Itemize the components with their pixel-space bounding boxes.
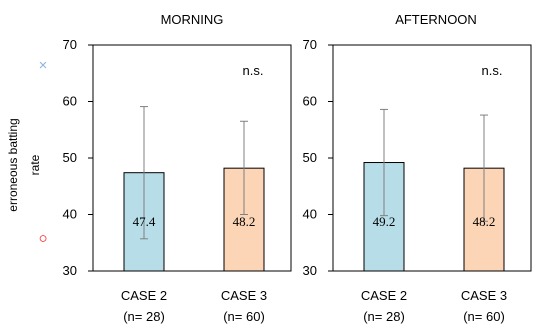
x-tick-n-label: (n= 28)	[363, 309, 405, 324]
panel-title: MORNING	[161, 12, 224, 27]
circle-marker-icon: ○	[38, 230, 47, 247]
x-tick-n-label: (n= 60)	[463, 309, 505, 324]
panel-title: AFTERNOON	[395, 12, 477, 27]
y-tick-label: 60	[63, 94, 77, 109]
x-tick-label: CASE 3	[461, 288, 507, 303]
x-tick-n-label: (n= 28)	[123, 309, 165, 324]
x-tick-label: CASE 2	[361, 288, 407, 303]
y-tick-label: 40	[63, 207, 77, 222]
data-label: 48.2	[473, 214, 496, 229]
significance-label: n.s.	[243, 63, 264, 78]
x-tick-label: CASE 3	[221, 288, 267, 303]
y-tick-label: 70	[303, 37, 317, 52]
y-axis-label-line-2: rate	[28, 154, 42, 175]
data-label: 48.2	[233, 214, 256, 229]
y-tick-label: 70	[63, 37, 77, 52]
y-tick-label: 30	[63, 263, 77, 278]
y-tick-label: 30	[303, 263, 317, 278]
panel-morning: MORNING 30 40 50 60 70 n.s. 47.4 CASE 2 (n= 28) 48…	[63, 12, 292, 324]
y-axis-label-line-1: erroneous batting	[6, 118, 20, 211]
data-label: 49.2	[373, 214, 396, 229]
y-tick-label: 40	[303, 207, 317, 222]
x-tick-label: CASE 2	[121, 288, 167, 303]
chart-panels: MORNING 30 40 50 60 70 n.s. 47.4 CASE 2 (n= 28) 48…	[63, 12, 532, 324]
y-tick-label: 50	[63, 150, 77, 165]
y-tick-label: 60	[303, 94, 317, 109]
x-marker-icon: ×	[39, 57, 48, 74]
y-tick-label: 50	[303, 150, 317, 165]
y-axis-label: erroneous batting rate	[6, 118, 42, 211]
x-tick-n-label: (n= 60)	[223, 309, 265, 324]
panel-afternoon: AFTERNOON 30 40 50 60 70 n.s. 49.2 CASE 2 (n= 28)…	[303, 12, 532, 324]
legend-markers: ×○	[38, 57, 47, 247]
data-label: 47.4	[133, 214, 156, 229]
significance-label: n.s.	[482, 63, 503, 78]
